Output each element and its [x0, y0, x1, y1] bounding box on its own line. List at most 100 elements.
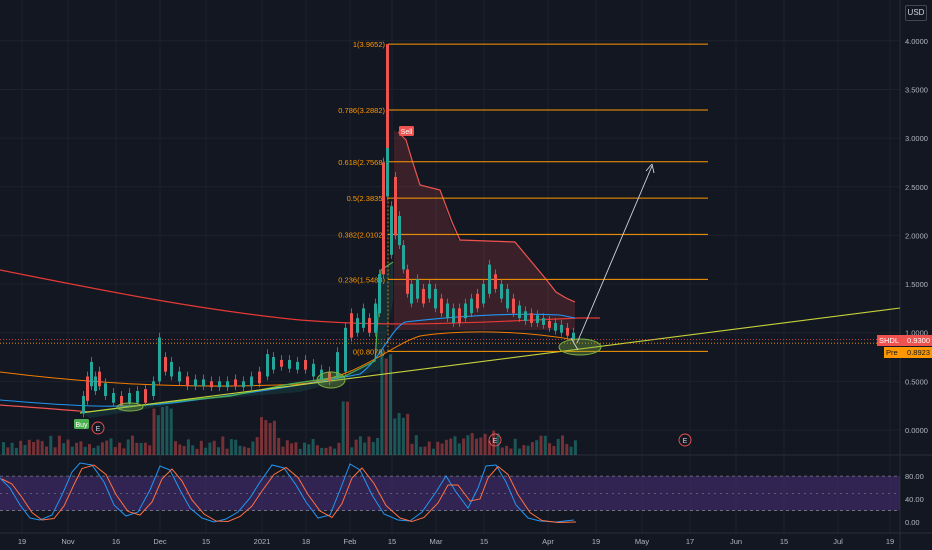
price-tick-label: 4.0000 — [905, 37, 928, 46]
volume-bar — [62, 443, 66, 455]
volume-bar — [122, 448, 126, 455]
time-tick-label: Mar — [430, 537, 443, 546]
stoch-tick-label: 0.00 — [905, 518, 920, 527]
candle-body — [398, 215, 401, 246]
volume-bar — [561, 435, 564, 455]
volume-bar — [294, 442, 298, 455]
stochastic-panel — [0, 462, 900, 524]
candle-body — [344, 327, 347, 372]
price-tick-label: 2.5000 — [905, 183, 928, 192]
time-tick-label: Nov — [61, 537, 75, 546]
candle-body — [104, 383, 107, 396]
candle-body — [440, 298, 443, 314]
last-price-symbol: SHDL — [879, 336, 899, 345]
time-tick-label: 2021 — [254, 537, 271, 546]
time-tick-label: 17 — [686, 537, 694, 546]
volume-bar — [423, 446, 427, 455]
candle-body — [530, 313, 533, 323]
candle-body — [158, 337, 161, 382]
volume-bar — [217, 447, 220, 455]
volume-bar — [165, 406, 169, 455]
volume-bar — [548, 443, 552, 455]
candle-body — [410, 284, 413, 304]
volume-bar — [393, 418, 397, 455]
volume-bar — [131, 435, 134, 455]
volume-bar — [100, 442, 104, 455]
volume-bar — [169, 408, 173, 455]
volume-bar — [79, 441, 83, 455]
volume-bar — [285, 440, 289, 455]
fib-level-label: 0.5(2.3835) — [347, 194, 386, 203]
volume-bar — [371, 442, 375, 455]
volume-bar — [191, 445, 195, 455]
volume-bar — [88, 444, 91, 455]
candle-body — [98, 371, 101, 387]
volume-bar — [354, 439, 358, 455]
volume-bar — [186, 439, 190, 455]
fib-level-label: 1(3.9652) — [353, 40, 386, 49]
stoch-d-line — [1, 464, 577, 524]
earnings-marker — [678, 433, 692, 447]
volume-bar — [281, 446, 285, 455]
volume-bar — [530, 442, 534, 455]
volume-bar — [500, 447, 504, 455]
candle-body — [250, 376, 253, 387]
candle-body — [178, 371, 181, 382]
fib-level-label: 0(0.8078) — [353, 347, 386, 356]
candle-body — [518, 305, 521, 319]
price-tick-label: 2.0000 — [905, 231, 928, 240]
candle-body — [242, 381, 245, 388]
volume-bar — [14, 447, 18, 455]
candle-body — [452, 308, 455, 323]
candle-body — [128, 393, 131, 404]
sell-signal-badge — [399, 126, 414, 136]
candle-body — [572, 332, 575, 340]
volume-bar — [358, 436, 362, 455]
volume-bar — [53, 447, 57, 455]
highlight-ellipse — [316, 371, 346, 389]
fib-level-label: 0.786(3.2882) — [338, 106, 385, 115]
candle-body — [350, 313, 353, 338]
projection-arrow-head — [645, 163, 655, 174]
candle-body — [296, 361, 299, 370]
candle-body — [210, 381, 213, 388]
time-tick-label: 18 — [302, 537, 310, 546]
candle-body — [266, 354, 269, 377]
volume-bar — [462, 438, 466, 455]
volume-bar — [6, 447, 10, 455]
candle-body — [112, 393, 115, 403]
volume-bar — [440, 443, 444, 455]
volume-bar — [2, 442, 5, 455]
volume-bar — [208, 442, 212, 455]
candle-body — [560, 324, 563, 333]
pre-price-badge — [884, 347, 932, 358]
volume-bar — [401, 417, 405, 455]
currency-badge[interactable]: USD — [905, 5, 927, 21]
volume-bar — [307, 444, 311, 455]
volume-bar — [178, 444, 182, 455]
volume-bar — [40, 441, 44, 455]
volume-bar — [19, 440, 23, 455]
volume-bar — [251, 441, 255, 455]
volume-bar — [70, 446, 74, 455]
volume-bar — [444, 439, 448, 455]
volume-bar — [419, 446, 423, 455]
candle-body — [488, 264, 491, 294]
candle-body — [136, 391, 139, 403]
candle-body — [202, 379, 205, 387]
volume-bar — [105, 440, 109, 455]
time-tick-label: 15 — [202, 537, 210, 546]
time-tick-label: 16 — [112, 537, 120, 546]
buy-signal-badge — [74, 419, 89, 429]
time-tick-label: 19 — [886, 537, 894, 546]
volume-bar — [221, 436, 225, 455]
candle-body — [566, 327, 569, 336]
volume-bar — [109, 438, 113, 455]
candle-body — [548, 321, 551, 328]
volume-bar — [543, 435, 547, 455]
volume-bar — [264, 420, 268, 455]
candle-body — [120, 395, 123, 406]
volume-bar — [397, 413, 401, 455]
volume-bar — [10, 442, 14, 455]
